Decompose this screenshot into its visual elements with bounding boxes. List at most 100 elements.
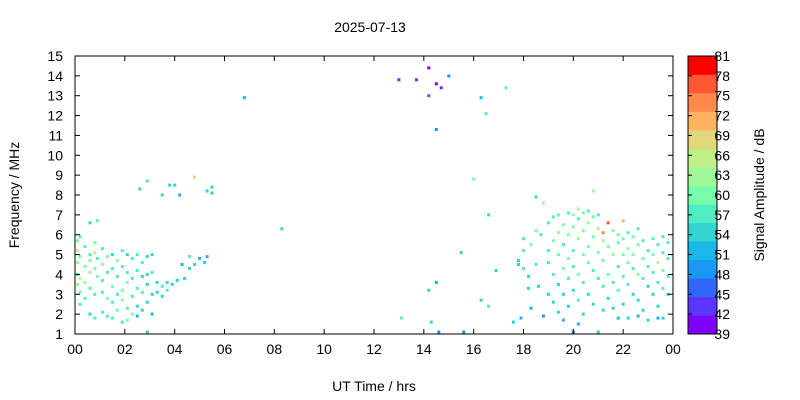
data-point — [576, 322, 580, 326]
data-point — [155, 290, 159, 294]
data-point — [641, 239, 645, 243]
data-point — [611, 229, 615, 233]
data-point — [100, 290, 104, 294]
data-point — [561, 267, 565, 270]
data-point — [596, 251, 600, 255]
data-point — [591, 235, 595, 239]
data-point — [93, 316, 97, 320]
data-point — [160, 284, 164, 288]
data-point — [135, 304, 139, 308]
data-point — [459, 251, 463, 255]
data-point — [125, 280, 129, 284]
x-tick-label: 20 — [566, 341, 582, 357]
data-point — [566, 257, 570, 260]
data-point — [183, 276, 187, 280]
data-point — [546, 221, 550, 225]
data-point — [83, 296, 87, 300]
data-point — [95, 219, 99, 223]
data-point — [479, 96, 483, 100]
colorbar-tick-label: 54 — [714, 227, 730, 243]
data-point — [427, 66, 431, 70]
data-point — [130, 312, 134, 316]
data-point — [155, 280, 159, 284]
data-point — [571, 288, 575, 292]
data-point — [140, 261, 144, 264]
data-point — [581, 312, 585, 316]
data-point — [198, 257, 202, 260]
data-point — [616, 241, 620, 245]
data-point — [656, 261, 660, 264]
data-point — [110, 284, 114, 288]
data-point — [145, 179, 149, 183]
data-point — [651, 237, 655, 241]
data-point — [551, 239, 555, 243]
data-point — [205, 189, 209, 193]
data-point — [626, 282, 630, 286]
colorbar-tick-label: 42 — [714, 306, 730, 322]
data-point — [120, 288, 124, 292]
colorbar-tick-label: 75 — [714, 88, 730, 104]
data-point — [631, 267, 635, 270]
data-point — [78, 290, 82, 294]
data-point — [539, 233, 543, 237]
data-point — [93, 241, 97, 245]
y-tick-label: 11 — [48, 127, 63, 143]
data-point — [561, 223, 565, 227]
data-point — [145, 330, 149, 334]
data-point — [160, 294, 164, 298]
data-point — [616, 265, 620, 268]
colorbar-band — [688, 74, 717, 94]
data-point — [522, 237, 525, 241]
data-point — [636, 298, 640, 302]
data-point — [546, 261, 550, 264]
data-point — [596, 276, 600, 280]
data-point — [596, 330, 600, 334]
colorbar-band — [688, 296, 717, 316]
data-point — [586, 221, 590, 225]
data-point — [636, 227, 640, 231]
plot-frame — [74, 55, 674, 335]
data-point — [88, 286, 92, 290]
data-point — [576, 217, 580, 221]
data-point — [636, 243, 640, 247]
data-point — [399, 316, 403, 320]
data-points — [76, 66, 670, 334]
data-point — [561, 292, 565, 296]
y-tick-label: 5 — [55, 247, 63, 263]
data-point — [576, 207, 580, 211]
data-point — [83, 280, 87, 284]
data-point — [631, 292, 635, 296]
data-point — [115, 292, 119, 296]
data-point — [646, 265, 650, 268]
data-point — [170, 282, 174, 286]
data-point — [646, 284, 650, 288]
data-point — [150, 312, 154, 316]
data-point — [556, 213, 560, 217]
data-point — [105, 270, 109, 274]
data-point — [601, 284, 605, 288]
data-point — [661, 286, 665, 290]
data-point — [566, 304, 570, 308]
data-point — [576, 272, 580, 276]
data-point — [130, 276, 134, 280]
data-point — [556, 231, 560, 235]
y-tick-label: 12 — [47, 108, 63, 124]
data-point — [616, 233, 620, 237]
data-point — [138, 187, 142, 191]
data-point — [512, 320, 515, 324]
data-point — [120, 249, 124, 253]
data-point — [76, 261, 79, 264]
data-point — [534, 263, 538, 266]
data-point — [145, 255, 149, 259]
data-point — [529, 243, 533, 247]
data-point — [242, 96, 246, 100]
data-point — [571, 249, 575, 253]
data-point — [188, 267, 192, 270]
data-point — [110, 253, 114, 257]
data-point — [517, 259, 520, 262]
data-point — [651, 253, 655, 257]
data-point — [95, 257, 99, 260]
x-tick-label: 06 — [217, 341, 233, 357]
